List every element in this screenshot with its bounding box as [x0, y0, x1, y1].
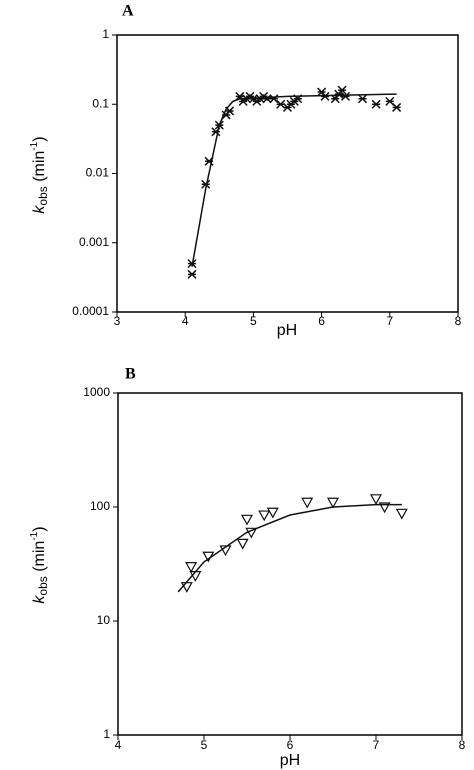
plot-frame — [117, 392, 463, 736]
x-axis-label: pH — [280, 752, 300, 769]
data-point — [180, 582, 193, 593]
data-point — [201, 179, 211, 189]
data-point — [357, 94, 368, 104]
x-tick-label: 7 — [373, 738, 380, 752]
data-point — [371, 99, 381, 109]
data-point — [269, 94, 279, 104]
x-tick-label: 7 — [386, 314, 393, 328]
y-label-unit: (min — [31, 151, 48, 187]
y-label-k: k — [31, 205, 48, 214]
data-point — [185, 562, 198, 573]
data-point — [395, 508, 408, 520]
x-tick-label: 6 — [287, 738, 294, 752]
y-axis-label: kobs (min-1) — [29, 136, 51, 213]
data-point — [266, 507, 279, 519]
panel-label: B — [125, 366, 136, 383]
x-tick-label: 3 — [114, 314, 121, 328]
x-axis-label: pH — [277, 322, 297, 339]
y-axis-label: kobs (min-1) — [29, 526, 51, 603]
data-point — [258, 510, 271, 522]
data-point — [236, 538, 249, 550]
x-tick-label: 6 — [318, 314, 325, 328]
panel-label: A — [122, 3, 134, 20]
data-point — [301, 497, 314, 509]
y-label-close: ) — [31, 136, 48, 141]
y-tick-label: 0.0001 — [72, 304, 109, 318]
data-point — [326, 497, 340, 509]
y-label-sub: obs — [36, 576, 50, 595]
data-point — [245, 527, 258, 539]
y-label-sup: -1 — [29, 531, 40, 540]
data-point — [262, 94, 272, 104]
fit-line — [177, 503, 402, 593]
data-point — [369, 494, 383, 506]
x-tick-label: 8 — [459, 738, 466, 752]
y-label-sub: obs — [36, 186, 50, 205]
y-tick-label: 0.01 — [86, 166, 110, 180]
x-tick-label: 5 — [201, 738, 208, 752]
fit-line — [191, 93, 397, 267]
y-label-sup: -1 — [29, 141, 40, 150]
data-point — [187, 269, 197, 279]
x-tick-label: 8 — [455, 314, 462, 328]
y-tick-label: 1 — [103, 727, 110, 741]
data-point — [392, 102, 402, 112]
y-label-k: k — [31, 595, 48, 604]
data-point — [337, 85, 347, 95]
y-tick-label: 0.001 — [79, 235, 109, 249]
y-label-unit: (min — [31, 541, 48, 577]
y-tick-label: 1 — [102, 27, 109, 41]
y-tick-label: 1000 — [83, 385, 110, 399]
x-tick-label: 5 — [250, 314, 257, 328]
y-label-close: ) — [31, 526, 48, 531]
x-tick-label: 4 — [182, 314, 189, 328]
x-tick-label: 4 — [115, 738, 122, 752]
data-point — [240, 514, 254, 526]
data-point — [340, 91, 351, 101]
y-tick-label: 0.1 — [92, 96, 109, 110]
y-tick-label: 100 — [90, 499, 110, 513]
y-tick-label: 10 — [97, 613, 111, 627]
plot-frame — [116, 34, 459, 313]
